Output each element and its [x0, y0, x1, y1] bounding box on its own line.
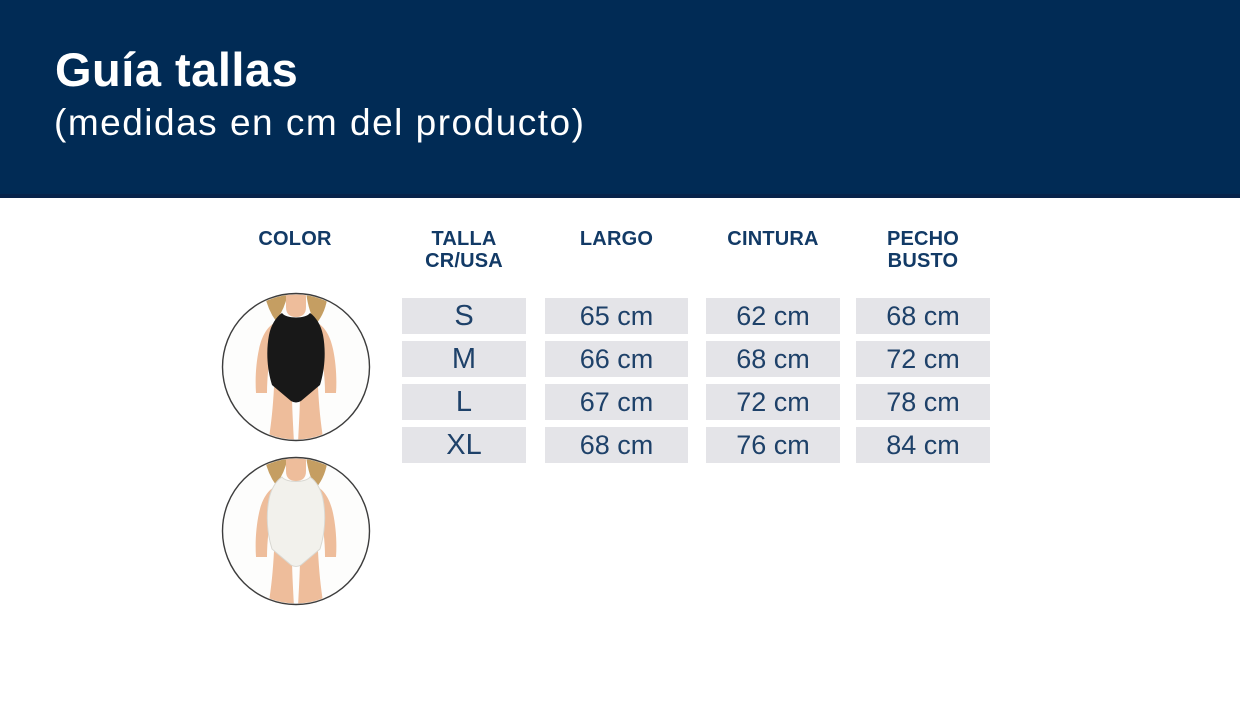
page-title: Guía tallas [55, 43, 299, 96]
column-header-largo: LARGO [545, 228, 688, 250]
white-bodysuit-model-illustration [221, 456, 371, 606]
column-header-pecho-line1: PECHO [886, 228, 960, 250]
cell-size-xl: XL [402, 427, 526, 463]
cell-size-l: L [402, 384, 526, 420]
cell-largo-s: 65 cm [545, 298, 688, 334]
cell-cintura-m: 68 cm [706, 341, 840, 377]
cell-cintura-s: 62 cm [706, 298, 840, 334]
cell-cintura-l: 72 cm [706, 384, 840, 420]
cell-largo-m: 66 cm [545, 341, 688, 377]
column-header-largo-label: LARGO [579, 228, 654, 250]
cell-pecho-m: 72 cm [856, 341, 990, 377]
column-header-cintura-label: CINTURA [727, 228, 819, 250]
header-banner: Guía tallas (medidas en cm del producto) [0, 0, 1240, 198]
page-subtitle: (medidas en cm del producto) [54, 102, 586, 143]
bodysuit-shape-white [266, 476, 326, 567]
column-header-talla-line2: CR/USA [425, 250, 503, 272]
column-header-color-label: COLOR [258, 228, 332, 250]
column-header-cintura: CINTURA [706, 228, 840, 250]
color-swatch-white-bodysuit [220, 455, 372, 607]
cell-pecho-l: 78 cm [856, 384, 990, 420]
cell-largo-xl: 68 cm [545, 427, 688, 463]
column-header-color: COLOR [230, 228, 360, 250]
column-header-pecho: PECHO BUSTO [856, 228, 990, 272]
cell-pecho-xl: 84 cm [856, 427, 990, 463]
cell-largo-l: 67 cm [545, 384, 688, 420]
column-header-pecho-line2: BUSTO [887, 250, 959, 272]
cell-size-s: S [402, 298, 526, 334]
cell-cintura-xl: 76 cm [706, 427, 840, 463]
color-swatch-black-bodysuit [220, 291, 372, 443]
cell-size-m: M [402, 341, 526, 377]
cell-pecho-s: 68 cm [856, 298, 990, 334]
column-header-talla-line1: TALLA [431, 228, 497, 250]
bodysuit-shape-black [267, 313, 325, 403]
column-header-talla: TALLA CR/USA [402, 228, 526, 272]
black-bodysuit-model-illustration [221, 292, 371, 442]
